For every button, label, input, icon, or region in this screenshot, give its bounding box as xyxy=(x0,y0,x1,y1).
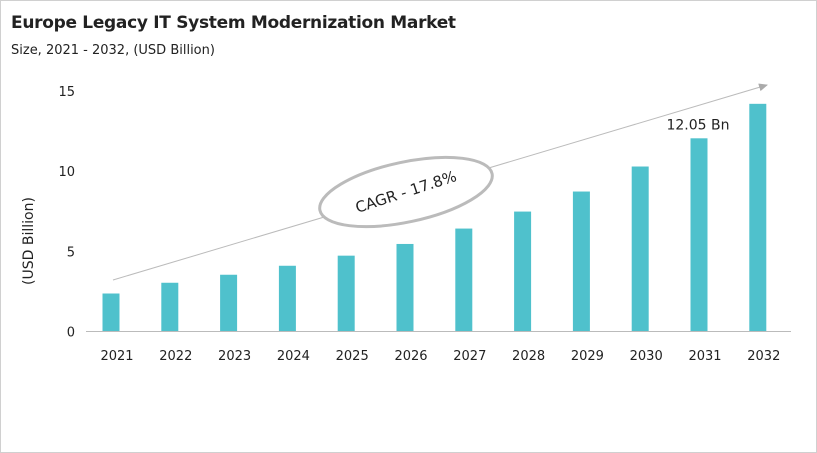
y-tick-5: 5 xyxy=(67,245,75,260)
x-tick-2030: 2030 xyxy=(630,349,663,364)
y-axis-title: (USD Billion) xyxy=(21,197,37,285)
chart-subtitle: Size, 2021 - 2032, (USD Billion) xyxy=(11,43,215,58)
x-tick-2026: 2026 xyxy=(394,349,427,364)
chart-title: Europe Legacy IT System Modernization Ma… xyxy=(11,13,456,33)
y-tick-15: 15 xyxy=(58,85,75,100)
bar-2029 xyxy=(572,191,590,332)
bar-2023 xyxy=(220,274,238,332)
bar-2022 xyxy=(161,282,179,332)
value-label: 12.05 Bn xyxy=(666,117,729,133)
x-tick-2029: 2029 xyxy=(571,349,604,364)
x-tick-2023: 2023 xyxy=(218,349,251,364)
x-tick-2031: 2031 xyxy=(688,349,721,364)
bar-2031 xyxy=(690,138,708,332)
bar-2026 xyxy=(396,243,414,332)
bar-2027 xyxy=(455,228,473,332)
x-tick-2028: 2028 xyxy=(512,349,545,364)
bar-2028 xyxy=(514,211,532,332)
x-tick-2032: 2032 xyxy=(747,349,780,364)
x-tick-2024: 2024 xyxy=(277,349,310,364)
bar-2032 xyxy=(749,103,767,332)
bar-2030 xyxy=(631,166,649,332)
y-tick-10: 10 xyxy=(58,165,75,180)
x-tick-2027: 2027 xyxy=(453,349,486,364)
cagr-ellipse xyxy=(318,155,494,229)
bar-2024 xyxy=(278,265,296,332)
x-tick-2022: 2022 xyxy=(159,349,192,364)
bar-2021 xyxy=(102,293,120,332)
x-tick-2021: 2021 xyxy=(100,349,133,364)
y-tick-0: 0 xyxy=(67,326,75,341)
x-tick-2025: 2025 xyxy=(336,349,369,364)
bar-2025 xyxy=(337,255,355,332)
